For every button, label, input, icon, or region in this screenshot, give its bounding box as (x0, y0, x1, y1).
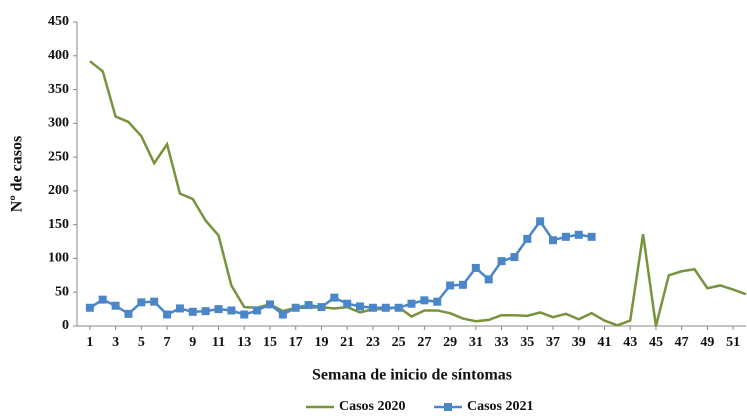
series-marker (317, 303, 326, 312)
series-marker (561, 232, 570, 241)
x-tick-label: 47 (675, 335, 689, 350)
y-tick-label: 100 (48, 251, 69, 266)
series-marker (420, 296, 429, 305)
series-marker (407, 299, 416, 308)
series-marker (98, 295, 107, 304)
x-tick-label: 21 (340, 335, 354, 350)
series-marker (111, 301, 120, 310)
series-marker (497, 257, 506, 266)
legend-label: Casos 2021 (467, 399, 534, 414)
x-tick-label: 37 (546, 335, 560, 350)
y-tick-label: 300 (48, 116, 69, 131)
series-marker (368, 303, 377, 312)
series-marker (549, 236, 558, 245)
series-marker (150, 297, 159, 306)
y-tick-label: 150 (48, 217, 69, 232)
series-marker (433, 297, 442, 306)
x-tick-label: 27 (417, 335, 431, 350)
x-tick-label: 41 (597, 335, 611, 350)
y-axis-title: Nº de casos (9, 136, 26, 212)
series-marker (304, 301, 313, 310)
series-marker (381, 303, 390, 312)
legend-label: Casos 2020 (339, 399, 406, 414)
series-marker (214, 305, 223, 314)
series-marker (343, 299, 352, 308)
x-tick-label: 13 (237, 335, 251, 350)
x-tick-label: 31 (469, 335, 483, 350)
series-marker (265, 300, 274, 309)
series-marker (137, 298, 146, 307)
x-tick-label: 7 (164, 335, 171, 350)
y-tick-label: 250 (48, 149, 69, 164)
x-tick-label: 35 (520, 335, 534, 350)
x-tick-label: 19 (314, 335, 328, 350)
y-tick-label: 400 (48, 48, 69, 63)
y-tick-label: 350 (48, 82, 69, 97)
series-marker (278, 310, 287, 319)
series-marker (201, 307, 210, 316)
series-marker (574, 230, 583, 239)
x-tick-label: 5 (138, 335, 145, 350)
series-marker (446, 281, 455, 290)
series-marker (510, 253, 519, 262)
series-marker (175, 304, 184, 313)
series-marker (536, 217, 545, 226)
series-marker (587, 232, 596, 241)
series-marker (240, 310, 249, 319)
series-marker (394, 303, 403, 312)
x-tick-label: 17 (289, 335, 303, 350)
y-tick-label: 450 (48, 14, 69, 29)
x-axis-title: Semana de inicio de síntomas (312, 367, 512, 384)
series-marker (356, 302, 365, 311)
x-tick-label: 15 (263, 335, 277, 350)
y-tick-label: 0 (62, 318, 69, 333)
x-tick-label: 3 (112, 335, 119, 350)
legend-marker (444, 403, 452, 411)
y-tick-label: 50 (55, 284, 69, 299)
x-tick-label: 51 (726, 335, 740, 350)
x-tick-label: 39 (572, 335, 586, 350)
x-tick-label: 1 (86, 335, 93, 350)
x-tick-label: 23 (366, 335, 380, 350)
x-tick-label: 49 (700, 335, 714, 350)
series-marker (188, 307, 197, 316)
y-tick-label: 200 (48, 183, 69, 198)
series-marker (253, 306, 262, 315)
series-marker (163, 310, 172, 319)
x-tick-label: 43 (623, 335, 637, 350)
series-marker (458, 280, 467, 289)
series-marker (471, 263, 480, 272)
series-marker (484, 275, 493, 284)
series-marker (227, 306, 236, 315)
series-line (89, 60, 747, 327)
series-marker (124, 309, 133, 318)
series-line (89, 219, 592, 317)
x-tick-label: 9 (189, 335, 196, 350)
series-marker (330, 293, 339, 302)
x-tick-label: 45 (649, 335, 663, 350)
series-marker (291, 303, 300, 312)
x-tick-label: 25 (392, 335, 406, 350)
series-marker (85, 303, 94, 312)
x-tick-label: 33 (495, 335, 509, 350)
series-marker (523, 234, 532, 243)
x-tick-label: 11 (212, 335, 225, 350)
x-tick-label: 29 (443, 335, 457, 350)
